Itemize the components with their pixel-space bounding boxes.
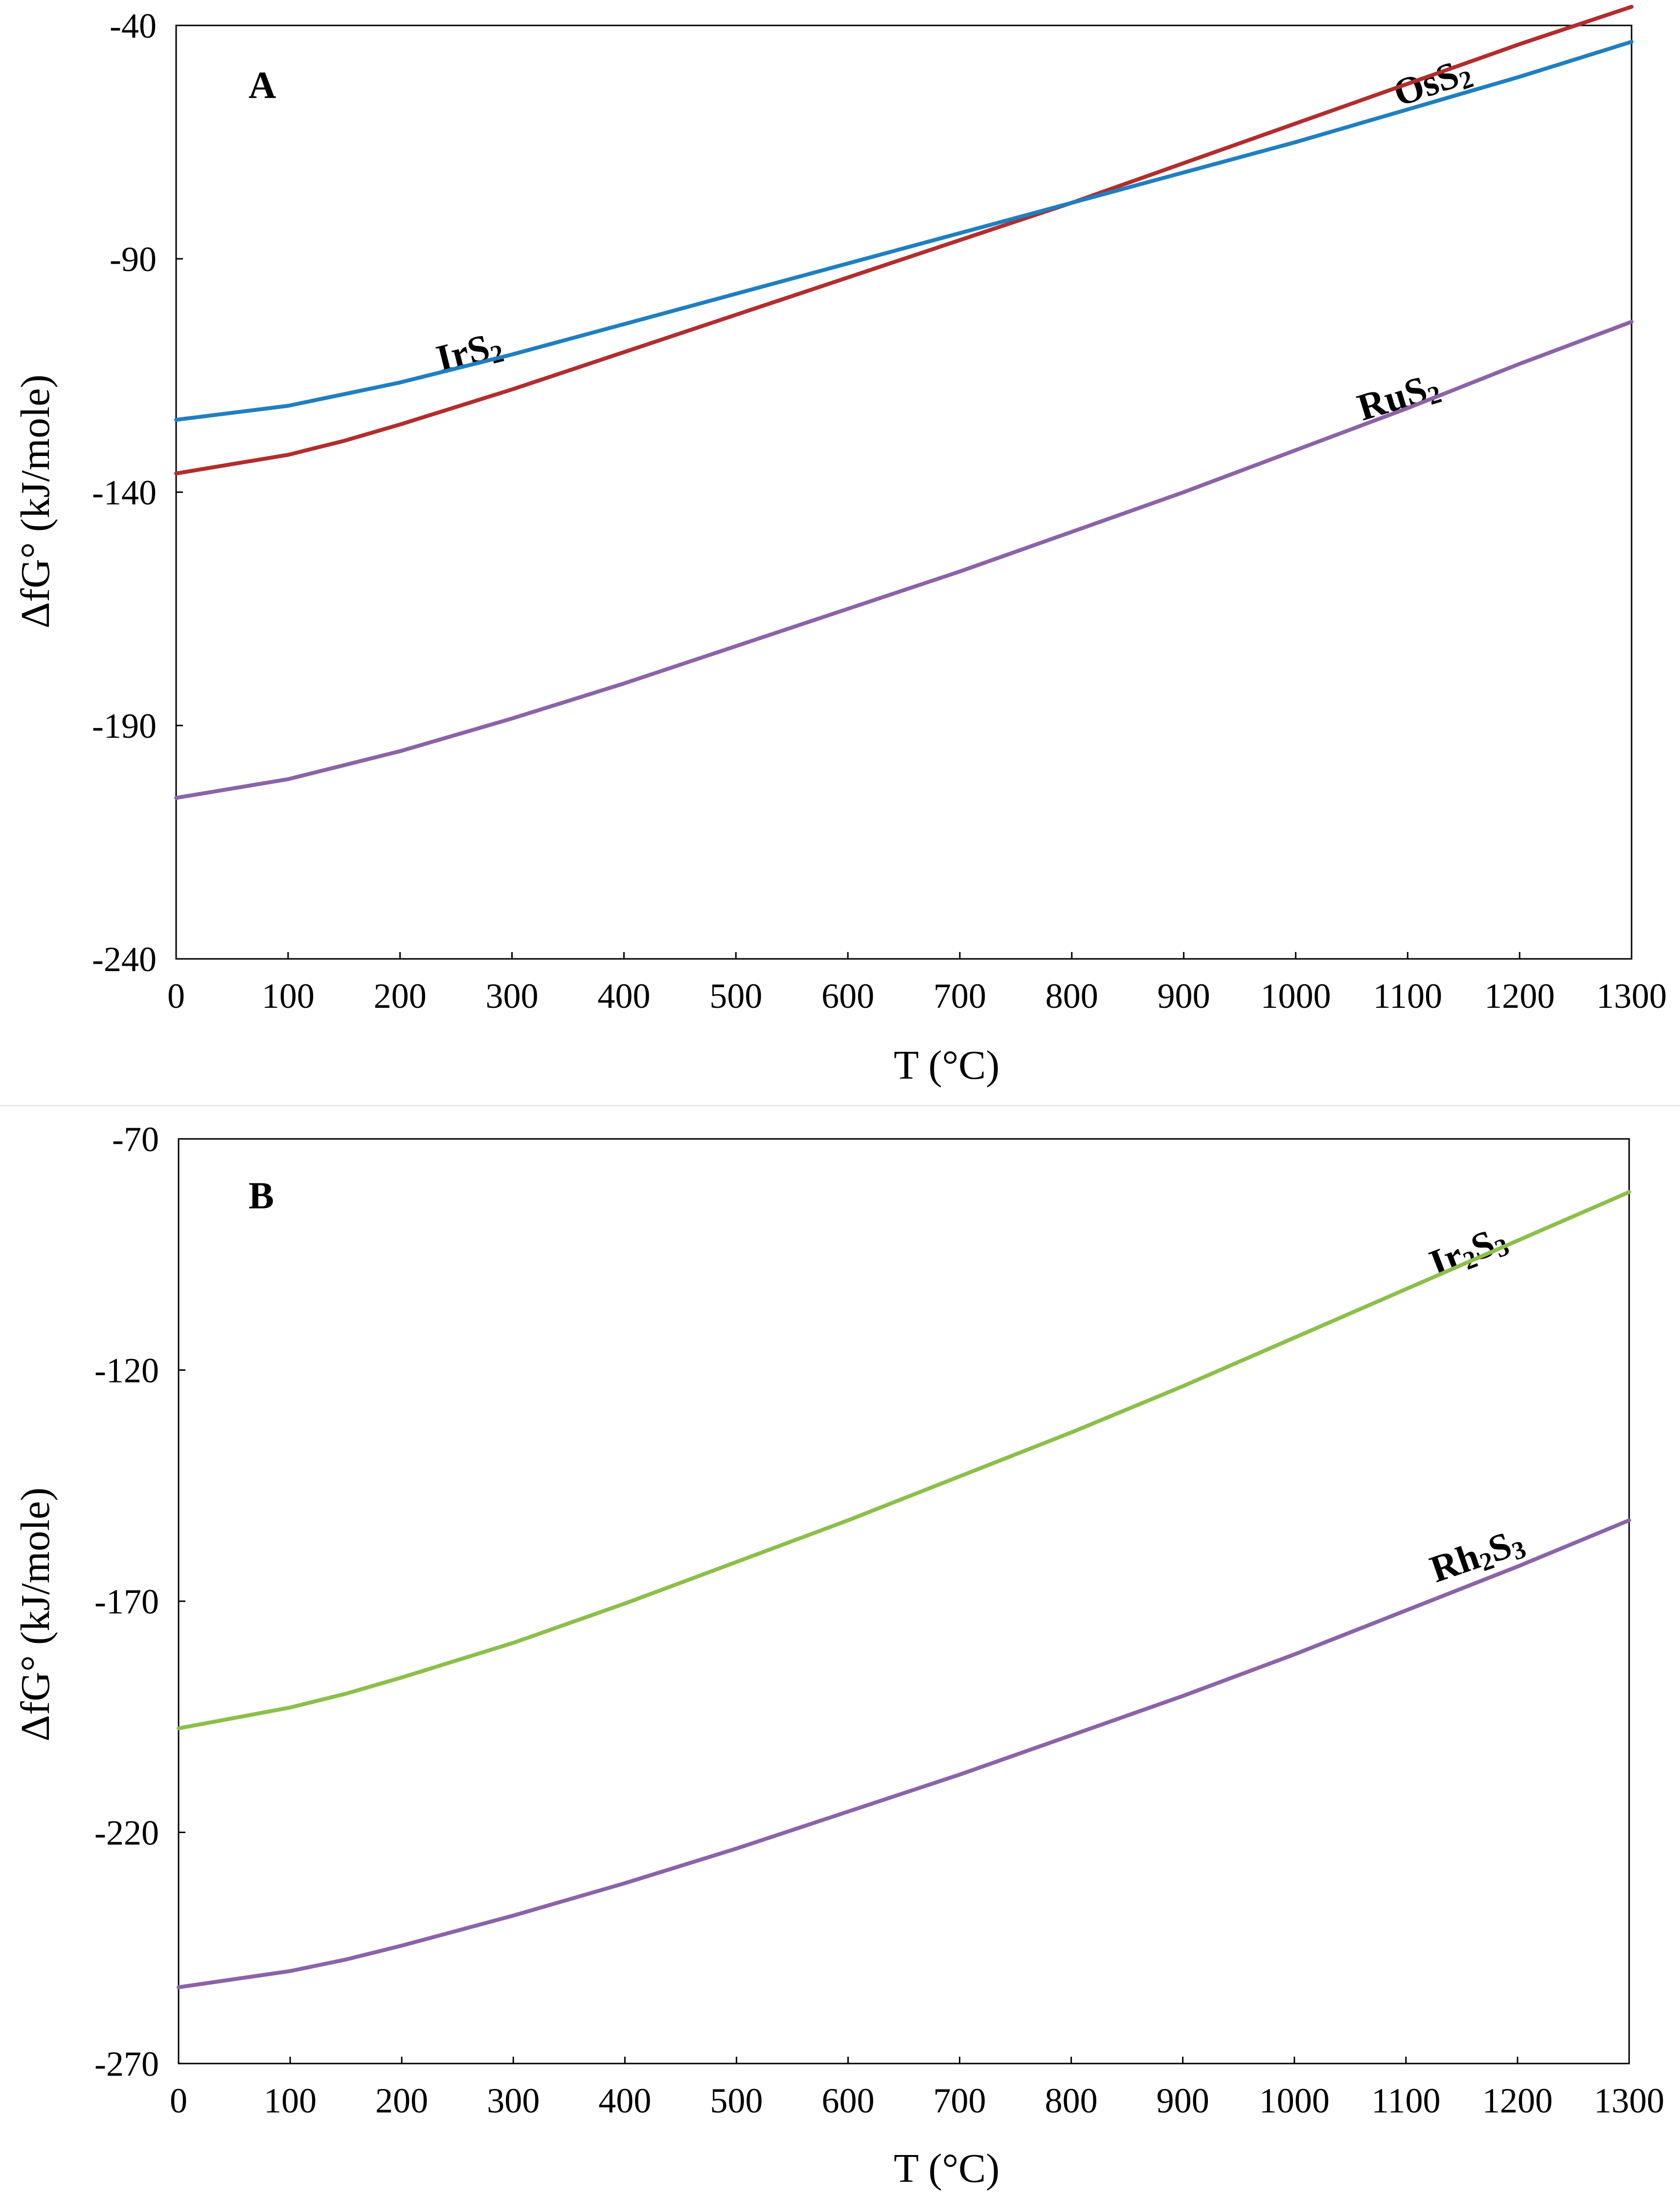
- y-tick-label: -220: [94, 1814, 159, 1853]
- x-tick-label: 400: [597, 976, 650, 1016]
- series-line-ir2s3: [177, 1190, 1631, 1730]
- x-tick-label: 1300: [1596, 976, 1667, 1016]
- x-axis-label: T (°C): [894, 1043, 999, 1088]
- x-tick-label: 600: [821, 976, 874, 1016]
- x-tick-label: 900: [1157, 2081, 1209, 2120]
- x-tick-label: 1100: [1373, 976, 1442, 1016]
- series-line-irs2: [174, 40, 1634, 422]
- x-tick-label: 100: [262, 976, 315, 1016]
- y-tick-label: -40: [110, 6, 157, 45]
- y-tick-label: -270: [94, 2044, 159, 2084]
- y-tick-label: -120: [94, 1351, 159, 1390]
- x-tick-label: 300: [486, 976, 539, 1016]
- x-tick-label: 800: [1045, 976, 1098, 1016]
- x-tick-label: 0: [170, 2081, 187, 2120]
- x-tick-label: 1300: [1594, 2081, 1664, 2120]
- y-axis-label: ΔfG° (kJ/mole): [13, 374, 58, 628]
- x-tick-label: 1000: [1260, 976, 1331, 1016]
- x-tick-label: 0: [167, 976, 185, 1016]
- x-tick-label: 700: [933, 976, 986, 1016]
- x-tick-label: 500: [710, 2081, 763, 2120]
- series-line-rh2s3: [177, 1518, 1631, 1990]
- y-tick-label: -140: [92, 473, 157, 512]
- x-tick-label: 400: [598, 2081, 651, 2120]
- x-tick-label: 900: [1158, 976, 1210, 1016]
- x-axis-label: T (°C): [894, 2146, 999, 2191]
- x-tick-label: 100: [264, 2081, 317, 2120]
- series-line-oss2: [174, 4, 1634, 476]
- y-tick-label: -240: [92, 940, 157, 979]
- x-tick-label: 200: [374, 976, 427, 1016]
- panel-label: A: [249, 64, 276, 106]
- series-line-rus2: [174, 319, 1634, 800]
- x-tick-label: 1200: [1484, 976, 1555, 1016]
- x-tick-label: 700: [933, 2081, 986, 2120]
- x-tick-label: 300: [487, 2081, 540, 2120]
- y-axis-label: ΔfG° (kJ/mole): [13, 1487, 58, 1741]
- x-tick-label: 1100: [1371, 2081, 1440, 2120]
- x-tick-label: 200: [375, 2081, 428, 2120]
- chart-panel-a: ΔfG° (kJ/mole) T (°C) A OsS2 IrS2 RuS2 0…: [13, 4, 1667, 1088]
- x-tick-label: 1200: [1482, 2081, 1553, 2120]
- y-tick-label: -70: [112, 1120, 159, 1159]
- panel-label: B: [249, 1174, 274, 1217]
- x-tick-label: 500: [709, 976, 762, 1016]
- y-tick-label: -190: [92, 706, 157, 746]
- x-tick-label: 800: [1045, 2081, 1098, 2120]
- x-tick-label: 600: [821, 2081, 874, 2120]
- x-tick-label: 1000: [1259, 2081, 1330, 2120]
- y-tick-label: -170: [94, 1582, 159, 1621]
- y-tick-label: -90: [110, 240, 157, 279]
